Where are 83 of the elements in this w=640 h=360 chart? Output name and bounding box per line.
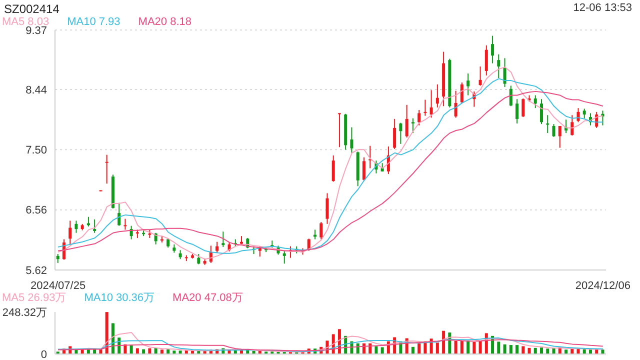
bar	[546, 348, 550, 354]
candlestick	[216, 241, 219, 254]
y-tick-label: 8.44	[26, 84, 47, 96]
candlestick	[362, 156, 366, 182]
candlestick	[282, 250, 286, 264]
candlestick	[558, 126, 562, 148]
bar	[105, 312, 108, 354]
text: MA5 26.93万	[2, 291, 66, 305]
bar	[478, 340, 482, 354]
bar	[534, 348, 537, 354]
candlestick	[320, 222, 323, 240]
text: MA10 30.36万	[84, 291, 155, 305]
candlestick	[68, 220, 72, 245]
x-tick-label: 2024/07/25	[30, 280, 86, 292]
candlestick	[197, 254, 200, 265]
candlestick	[478, 66, 482, 86]
candlestick	[509, 85, 512, 107]
candlestick	[124, 218, 127, 230]
bar	[454, 340, 458, 354]
candlestick	[411, 118, 414, 134]
candlestick	[350, 126, 354, 154]
bar	[503, 344, 506, 354]
candlestick	[418, 110, 421, 126]
candlestick	[582, 108, 586, 119]
candlestick	[93, 218, 96, 234]
candlestick	[338, 112, 341, 148]
candlestick	[570, 114, 574, 136]
bar	[436, 342, 439, 354]
candlestick	[516, 98, 519, 124]
x-tick-label: 2024/12/06	[575, 280, 630, 292]
bar	[460, 340, 464, 354]
y-tick-label: 7.50	[26, 144, 47, 157]
bar	[374, 346, 378, 354]
y-tick-label: 248.32万	[2, 306, 47, 319]
bar	[136, 348, 139, 354]
text: MA20 47.08万	[172, 291, 243, 305]
bar	[466, 340, 470, 354]
text: MA20 8.18	[138, 16, 192, 28]
candlestick	[74, 220, 78, 234]
text: MA10 7.93	[67, 16, 120, 28]
candlestick	[484, 44, 488, 76]
candlestick	[540, 98, 543, 125]
candlestick	[552, 124, 556, 138]
candlestick	[368, 145, 372, 169]
y-tick-label: 0	[40, 348, 47, 360]
candlestick	[454, 90, 458, 118]
bar	[130, 346, 133, 354]
bar	[509, 345, 512, 354]
bar	[540, 348, 543, 354]
y-tick-label: 9.37	[26, 24, 47, 37]
candlestick	[393, 118, 396, 150]
y-tick-label: 5.62	[26, 264, 47, 277]
candlestick	[326, 192, 329, 224]
candlestick	[436, 84, 439, 108]
bar	[160, 350, 164, 354]
bar	[380, 347, 384, 354]
candlestick	[466, 73, 470, 96]
candlestick	[332, 154, 335, 182]
bar	[418, 343, 421, 354]
candlestick	[118, 202, 121, 226]
candlestick	[503, 58, 506, 88]
bar	[516, 345, 519, 354]
chart-title: SZ002414	[4, 2, 60, 16]
candlestick	[399, 122, 402, 144]
candlestick	[497, 54, 500, 78]
candlestick	[405, 104, 408, 138]
candlestick	[222, 231, 225, 248]
text: 12-06 13:53	[573, 2, 632, 14]
candlestick	[424, 99, 427, 116]
candlestick	[105, 154, 108, 184]
bar	[528, 348, 531, 354]
y-tick-label: 6.56	[26, 204, 47, 217]
candlestick	[491, 35, 494, 64]
bar	[472, 342, 476, 354]
candlestick	[430, 90, 433, 118]
candlestick	[534, 94, 537, 109]
bar	[411, 346, 414, 354]
bar	[564, 350, 568, 354]
candlestick	[166, 238, 170, 248]
bar	[148, 348, 152, 354]
bar	[497, 342, 500, 354]
bar	[522, 346, 525, 354]
candlestick	[522, 98, 525, 118]
